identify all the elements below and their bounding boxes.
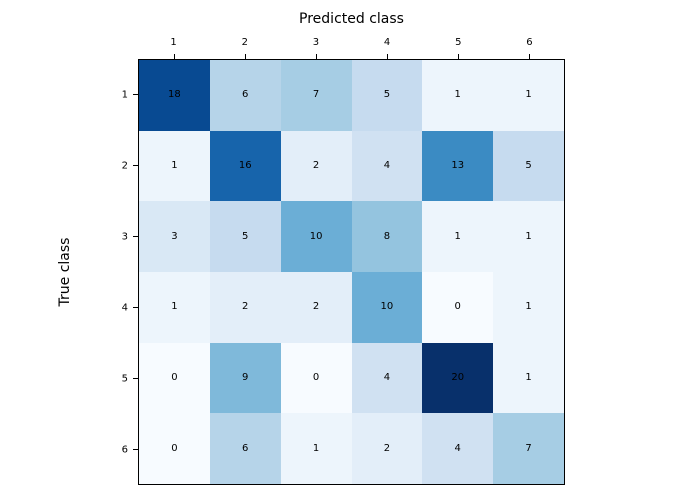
matrix-cell: 20 <box>422 342 494 414</box>
matrix-cell: 5 <box>351 60 423 131</box>
matrix-cell: 7 <box>493 413 564 484</box>
x-tick-mark <box>529 54 531 59</box>
y-tick-label: 6 <box>121 444 128 455</box>
x-tick-label: 4 <box>383 37 391 48</box>
matrix-cell: 1 <box>493 342 564 414</box>
matrix-cell: 1 <box>493 60 564 131</box>
matrix-cell: 7 <box>280 60 352 131</box>
matrix-cell: 0 <box>139 342 210 414</box>
x-tick-label: 1 <box>170 37 177 48</box>
matrix-cell: 4 <box>351 130 423 202</box>
matrix-cell: 0 <box>139 413 210 484</box>
x-tick-label: 3 <box>312 37 320 48</box>
y-tick-mark <box>133 165 138 166</box>
matrix-cell: 1 <box>422 201 494 272</box>
heatmap-axes: 18 6 7 5 1 1 1 16 2 4 13 5 3 5 10 8 1 1 1 2 2 10 0 1 0 9 0 4 20 1 0 6 1 2… <box>138 59 565 485</box>
x-tick-mark <box>173 54 175 59</box>
y-tick-mark <box>133 378 138 379</box>
x-axis-title: Predicted class <box>299 11 404 27</box>
matrix-cell: 2 <box>280 130 352 202</box>
matrix-cell: 6 <box>209 60 281 131</box>
x-tick-label: 6 <box>526 37 533 48</box>
y-tick-mark <box>133 449 138 450</box>
matrix-cell: 3 <box>139 201 210 272</box>
y-tick-label: 5 <box>121 373 128 384</box>
matrix-cell: 1 <box>139 271 210 343</box>
matrix-cell: 2 <box>209 271 281 343</box>
y-tick-label: 2 <box>121 160 128 171</box>
matrix-cell: 18 <box>139 60 210 131</box>
matrix-cell: 0 <box>280 342 352 414</box>
x-tick-mark <box>315 54 317 59</box>
x-tick-label: 2 <box>241 37 248 48</box>
matrix-cell: 8 <box>351 201 423 272</box>
matrix-cell: 1 <box>139 130 210 202</box>
matrix-cell: 0 <box>422 271 494 343</box>
matrix-cell: 2 <box>280 271 352 343</box>
matrix-cell: 4 <box>351 342 423 414</box>
matrix-cell: 16 <box>209 130 281 202</box>
x-tick-mark <box>387 54 389 59</box>
matrix-cell: 10 <box>351 271 423 343</box>
x-tick-mark <box>244 54 246 59</box>
matrix-cell: 1 <box>493 201 564 272</box>
y-tick-label: 4 <box>121 302 128 313</box>
matrix-cell: 1 <box>280 413 352 484</box>
matrix-cell: 6 <box>209 413 281 484</box>
y-tick-mark <box>133 236 138 237</box>
matrix-cell: 9 <box>209 342 281 414</box>
matrix-cell: 2 <box>351 413 423 484</box>
x-tick-mark <box>458 54 460 59</box>
x-tick-label: 5 <box>455 37 462 48</box>
matrix-cell: 5 <box>209 201 281 272</box>
matrix-cell: 1 <box>493 271 564 343</box>
y-tick-label: 1 <box>121 89 128 100</box>
y-tick-mark <box>133 94 138 95</box>
matrix-cell: 1 <box>422 60 494 131</box>
matrix-cell: 5 <box>493 130 564 202</box>
matrix-cell: 10 <box>280 201 352 272</box>
matrix-cell: 4 <box>422 413 494 484</box>
y-tick-mark <box>133 307 138 308</box>
y-tick-label: 3 <box>121 231 128 242</box>
y-axis-title: True class <box>57 237 73 307</box>
matrix-cell: 13 <box>422 130 494 202</box>
